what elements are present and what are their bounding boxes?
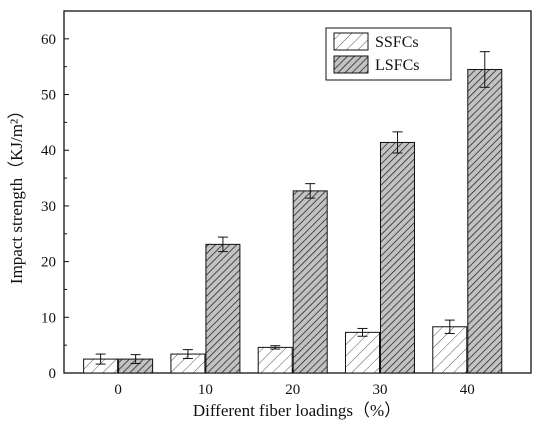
x-tick-label: 30 bbox=[372, 382, 387, 398]
y-tick-label: 30 bbox=[41, 199, 56, 215]
bar-lsfcs-40 bbox=[467, 68, 503, 374]
y-tick-label: 0 bbox=[49, 366, 57, 382]
x-tick-label: 20 bbox=[285, 382, 300, 398]
bar-lsfcs-30 bbox=[379, 141, 415, 374]
y-tick-label: 60 bbox=[41, 32, 56, 48]
legend: SSFCs LSFCs bbox=[325, 27, 452, 81]
error-bar-group bbox=[95, 51, 490, 365]
y-axis: 0 10 20 30 40 50 60 bbox=[41, 32, 69, 382]
legend-label-ssfcs: SSFCs bbox=[375, 34, 419, 51]
y-tick-label: 40 bbox=[41, 143, 56, 159]
legend-swatch-lsfcs bbox=[333, 55, 369, 74]
y-tick-label: 50 bbox=[41, 88, 56, 104]
bar-ssfcs-20 bbox=[257, 346, 293, 374]
bar-ssfcs-30 bbox=[344, 331, 380, 374]
y-tick-label: 20 bbox=[41, 255, 56, 271]
bar-ssfcs-40 bbox=[432, 326, 468, 374]
x-tick-label: 10 bbox=[198, 382, 213, 398]
bar-lsfcs-10 bbox=[205, 243, 241, 374]
y-tick-label: 10 bbox=[41, 310, 56, 326]
x-tick-label: 40 bbox=[460, 382, 475, 398]
x-tick-label: 0 bbox=[114, 382, 122, 398]
bar-series-group bbox=[83, 68, 503, 374]
x-axis-title: Different fiber loadings（%） bbox=[193, 401, 401, 420]
bar-lsfcs-20 bbox=[292, 190, 328, 374]
legend-swatch-ssfcs bbox=[333, 32, 369, 51]
y-axis-title: Impact strength（KJ/m²） bbox=[7, 102, 26, 284]
legend-label-lsfcs: LSFCs bbox=[375, 57, 419, 74]
